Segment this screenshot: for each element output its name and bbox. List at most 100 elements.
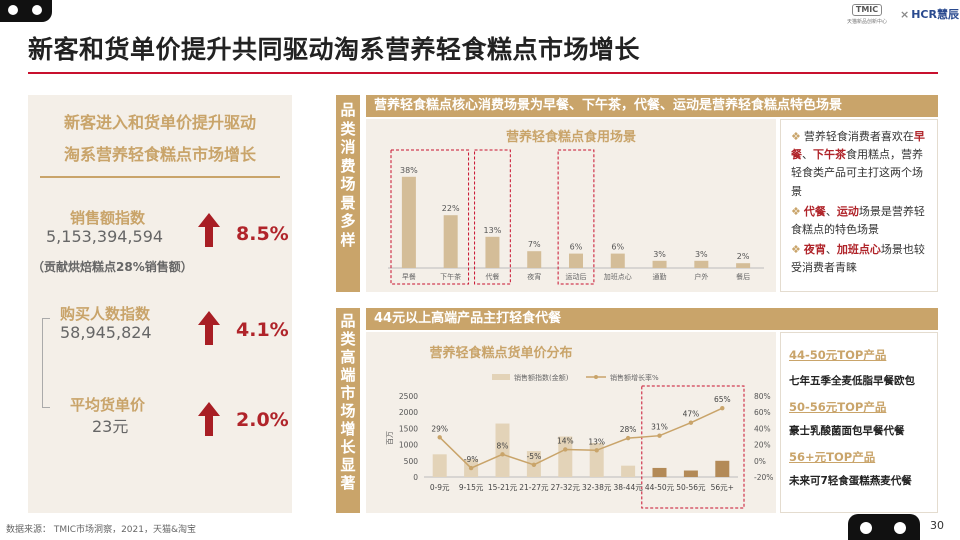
page-number: 30 — [930, 519, 944, 532]
data-label: 6% — [570, 243, 583, 252]
metric-value: 58,945,824 — [60, 323, 152, 342]
metric-note: （贡献烘焙糕点28%销售额） — [32, 260, 193, 274]
y-tick-label: 1000 — [399, 441, 418, 450]
product-range-label: 44-50元TOP产品 — [789, 348, 887, 362]
logo-eye-icon — [32, 5, 42, 15]
bar — [401, 176, 416, 268]
line-point — [531, 462, 537, 468]
tmic-subtitle: 天猫新品创新中心 — [846, 19, 887, 25]
highlight-box — [390, 149, 470, 285]
data-label: 3% — [653, 250, 666, 259]
bar — [495, 423, 510, 477]
bar — [715, 460, 730, 477]
line-label: 65% — [714, 395, 731, 404]
bar — [432, 454, 447, 477]
data-label: 13% — [484, 226, 502, 235]
highlight-box — [474, 149, 511, 285]
line-point — [657, 433, 662, 438]
section2-header: 44元以上高端产品主打轻食代餐 — [366, 308, 938, 330]
line-label: -5% — [527, 452, 542, 461]
data-label: 38% — [400, 166, 418, 175]
line-label: 14% — [557, 436, 574, 445]
line-label: 28% — [620, 425, 637, 434]
line-point — [720, 405, 725, 411]
legend-line-marker — [594, 375, 598, 379]
x-tick-label: 50-56元 — [676, 483, 706, 492]
insight-bullet: ❖ 代餐、运动场景是营养轻食糕点的特色场景 — [791, 204, 925, 237]
diamond-bullet-icon: ❖ — [791, 243, 801, 257]
line-point — [625, 435, 631, 441]
metric-label: 平均货单价 — [70, 396, 146, 414]
up-arrow-icon — [198, 213, 220, 247]
line-point — [688, 420, 694, 425]
bar — [527, 251, 542, 268]
y-tick-label: 1500 — [399, 424, 418, 433]
x-tick-label: 38-44元 — [613, 483, 643, 492]
metric-label: 购买人数指数 — [60, 305, 151, 323]
usage-scene-chart: 38% 早餐 22% 下午茶 13% 代餐 7% 夜宵 6% 运动后 6% 加班点心 3% 通勤 3% 户外 2… — [388, 149, 764, 285]
x-tick-label: 户外 — [694, 272, 708, 281]
line-point — [437, 435, 442, 440]
price-chart-panel — [366, 332, 776, 513]
x-tick-label: 加班点心 — [604, 272, 632, 281]
metric-growth: 4.1% — [236, 319, 289, 341]
bar — [610, 253, 625, 268]
section1-side-label: 品类消费场景多样 — [336, 95, 360, 292]
bar — [652, 260, 667, 268]
metric-value: 23元 — [92, 417, 129, 436]
logo-eye-icon — [894, 522, 906, 534]
x-tick-label: 56元+ — [711, 483, 734, 492]
section1-header: 营养轻食糕点核心消费场景为早餐、下午茶，代餐、运动是营养轻食糕点特色场景 — [366, 95, 938, 117]
line-label: -9% — [464, 455, 479, 464]
hcr-logo: × HCR慧辰 — [900, 8, 959, 21]
tmall-logo — [0, 0, 52, 22]
metric-value: 5,153,394,594 — [46, 227, 164, 246]
x-tick-label: 21-27元 — [519, 483, 549, 492]
line-point — [594, 448, 599, 453]
tmall-logo-bottom — [848, 514, 920, 540]
y2-tick-label: 0% — [754, 457, 766, 466]
price-chart-title: 营养轻食糕点货单价分布 — [429, 346, 573, 361]
y2-tick-label: 60% — [754, 408, 771, 417]
page-title: 新客和货单价提升共同驱动淘系营养轻食糕点市场增长 — [28, 35, 641, 64]
highlight-box — [641, 385, 745, 509]
x-tick-label: 下午茶 — [440, 272, 461, 281]
product-range-label: 56+元TOP产品 — [789, 450, 876, 464]
data-label: 22% — [442, 204, 460, 213]
data-label: 3% — [695, 250, 708, 259]
line-label: 8% — [497, 441, 509, 450]
bar — [485, 236, 500, 268]
y2-tick-label: 20% — [754, 441, 771, 450]
x-tick-label: 0-9元 — [430, 483, 450, 492]
y2-tick-label: -20% — [754, 473, 773, 482]
product-range-label: 50-56元TOP产品 — [789, 400, 887, 414]
x-tick-label: 代餐 — [485, 272, 499, 281]
title-underline — [28, 72, 938, 74]
y2-tick-label: 40% — [754, 424, 771, 433]
x-tick-label: 32-38元 — [582, 483, 612, 492]
section2-side-label: 品类高端市场增长显著 — [336, 308, 360, 513]
x-tick-label: 夜宵 — [527, 272, 541, 281]
bar — [652, 467, 667, 477]
growth-line — [439, 407, 723, 469]
logo-eye-icon — [860, 522, 872, 534]
line-point — [500, 452, 505, 457]
summary-divider — [40, 176, 280, 178]
bar — [443, 215, 458, 268]
data-source: 数据来源： TMIC市场洞察，2021，天猫&淘宝 — [6, 525, 196, 535]
line-point — [563, 447, 568, 452]
tmic-logo-text: TMIC — [851, 4, 883, 16]
top-products-panel: 44-50元TOP产品 七年五季全麦低脂早餐欧包 50-56元TOP产品 豪士乳… — [780, 332, 938, 513]
bar — [683, 470, 698, 477]
y-tick-label: 2000 — [399, 408, 418, 417]
product-name: 未来可7轻食蛋糕燕麦代餐 — [789, 475, 912, 487]
usage-chart-title: 营养轻食糕点食用场景 — [505, 130, 636, 145]
x-tick-label: 27-32元 — [551, 483, 581, 492]
up-arrow-icon — [198, 311, 220, 345]
summary-heading-line2: 淘系营养轻食糕点市场增长 — [63, 145, 256, 164]
bar — [694, 260, 709, 268]
diamond-bullet-icon: ❖ — [791, 204, 801, 218]
data-label: 6% — [611, 243, 624, 252]
legend-bar-swatch — [492, 374, 510, 380]
data-label: 7% — [528, 240, 541, 249]
